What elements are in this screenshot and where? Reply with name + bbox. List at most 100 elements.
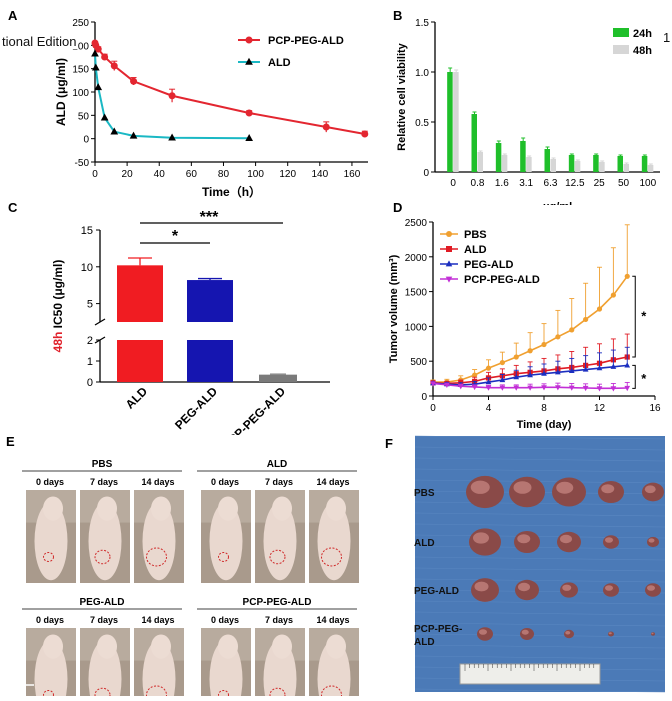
bar-b	[568, 155, 575, 172]
panel-c: C 5 10 15 0 1 2 48h IC50 (μg/ml) ALD PEG-ALD PCP-P…	[0, 200, 385, 453]
photo-texture-f	[414, 655, 666, 660]
photo-texture-f	[414, 501, 666, 506]
tumor-highlight-f	[518, 582, 530, 592]
x-tick-label-b: 1.6	[495, 178, 509, 189]
row-label-f: ALD	[414, 538, 435, 549]
y-axis-label-rest-c: IC50 (μg/ml)	[51, 260, 65, 332]
y-tick-label-d: 2000	[405, 253, 428, 264]
photo-texture-f	[414, 468, 666, 473]
y-axis-label-b: Relative cell viability	[396, 42, 408, 150]
x-tick-label-d: 4	[486, 403, 492, 414]
panel-letter-e: E	[6, 434, 15, 449]
photo-texture-f	[414, 644, 666, 649]
legend-marker-a	[245, 57, 253, 65]
data-point-a	[100, 113, 109, 121]
data-point-d	[499, 376, 506, 383]
axis-break-c	[94, 318, 106, 326]
panel-d: D 0 500 1000 1500 2000 2500 0 4 8 12 16 Time (day) Tu…	[385, 200, 672, 435]
data-point-d	[541, 370, 547, 376]
tumor-highlight-f	[601, 484, 615, 494]
bar-b	[617, 156, 623, 172]
y-axis-label-a: ALD (μg/ml)	[54, 58, 68, 126]
legend-label-b: 48h	[633, 45, 652, 57]
legend-label-d: PBS	[464, 229, 487, 241]
legend-marker-d	[446, 231, 452, 237]
data-point-d	[513, 374, 520, 380]
sig-bracket-d	[632, 275, 636, 358]
y-tick-label-d: 0	[421, 392, 427, 403]
series-a-1	[91, 49, 254, 141]
row-label-f: PEG-ALD	[414, 586, 459, 597]
bar-b	[574, 161, 581, 172]
series-a-0	[91, 39, 369, 138]
y-tick-label-c: 2	[87, 335, 93, 347]
y-tick-label-a: 100	[72, 88, 89, 99]
data-point-d	[583, 316, 589, 323]
data-point-d	[471, 384, 478, 391]
tumor-highlight-f	[608, 632, 612, 635]
x-tick-label-a: 80	[218, 169, 230, 180]
mouse-body-e	[34, 502, 68, 581]
x-axis-label-a: Time（h）	[202, 184, 261, 199]
legend-label-a: PCP-PEG-ALD	[268, 35, 344, 47]
panel-f: F PBS ALD PEG-ALD PCP-PEG- ALD	[385, 432, 672, 696]
x-tick-label-b: 0	[450, 178, 456, 189]
day-label-e: 7 days	[265, 615, 293, 625]
data-point-a	[245, 134, 254, 141]
tumor-highlight-f	[648, 538, 655, 543]
mouse-head-e	[43, 634, 63, 659]
data-point-d	[624, 362, 631, 368]
y-tick-label-c: 5	[87, 299, 93, 311]
tumor-highlight-f	[517, 534, 531, 544]
data-point-a	[130, 77, 138, 85]
day-label-e: 0 days	[211, 615, 239, 625]
overlay-text: tional Edition	[0, 34, 79, 49]
data-point-d	[541, 341, 547, 348]
bar-b	[471, 114, 477, 172]
bar-b	[647, 165, 654, 172]
data-point-a	[94, 83, 103, 91]
x-tick-label-d: 8	[541, 403, 547, 414]
sig-label-d: *	[641, 371, 647, 386]
sig-label-c: ***	[200, 209, 219, 226]
x-tick-label-b: 50	[618, 178, 630, 189]
y-tick-label-a: 200	[72, 41, 89, 52]
legend-marker-d	[445, 260, 453, 267]
x-tick-label-a: 20	[122, 169, 134, 180]
tumor-outline-e	[218, 551, 229, 562]
bar-b	[477, 152, 483, 172]
data-point-d	[610, 292, 616, 298]
mouse-head-e	[97, 634, 117, 659]
photo-texture-f	[414, 578, 666, 583]
data-point-d	[555, 385, 561, 391]
photo-texture-f	[414, 633, 666, 638]
mouse-head-e	[97, 496, 117, 521]
data-point-d	[485, 385, 492, 391]
row-label-f: PCP-PEG-	[414, 624, 462, 635]
x-tick-label-a: 120	[279, 169, 296, 180]
photo-texture-f	[414, 512, 666, 517]
tumor-highlight-f	[565, 631, 571, 635]
day-label-e: 14 days	[316, 477, 349, 487]
tumor-outline-e	[43, 551, 54, 562]
legend-marker-d	[445, 276, 453, 283]
tumor-photo-f	[415, 436, 665, 692]
y-axis-label-prefix-c: 48h	[51, 332, 65, 353]
data-point-a	[361, 130, 369, 138]
photo-e-svg: E PBS 0 days 7 days 14 days ALD 0 days 7 days 14…	[6, 434, 359, 701]
group-title-e: PBS	[92, 459, 113, 470]
mouse-head-e	[326, 496, 346, 521]
photo-texture-f	[414, 589, 666, 594]
data-point-d	[582, 385, 589, 392]
bar-b	[544, 149, 550, 172]
data-point-d	[610, 386, 617, 392]
overlay-text-right: 1	[663, 30, 671, 45]
y-tick-label-a: 250	[72, 18, 89, 29]
legend-label-d: PCP-PEG-ALD	[464, 274, 540, 286]
y-tick-label-b: 1.0	[415, 68, 429, 79]
data-point-a	[322, 123, 330, 131]
day-label-e: 0 days	[211, 477, 239, 487]
bar-c	[259, 374, 297, 382]
bar-b	[550, 159, 556, 172]
